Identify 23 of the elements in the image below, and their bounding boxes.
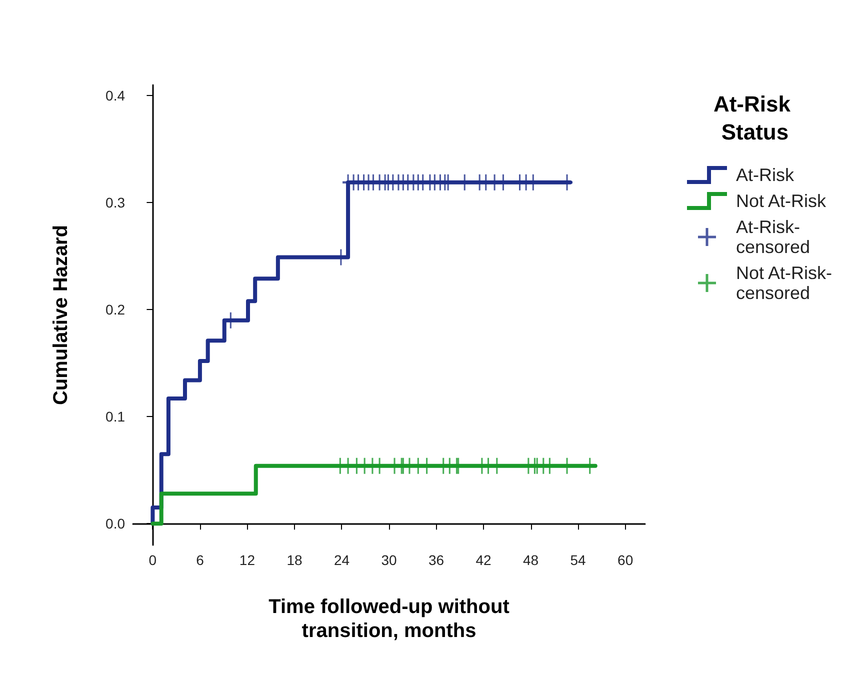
x-tick-label: 18 [286,552,302,568]
y-tick-label: 0.0 [106,516,126,532]
legend-label: At-Risk-censored [736,217,810,257]
y-tick-label: 0.2 [106,302,126,318]
y-tick-label: 0.1 [106,408,126,425]
legend-title: At-Risk Status [713,92,797,144]
y-tick-label: 0.4 [106,88,126,104]
x-tick-label: 0 [148,552,157,568]
legend-label: At-Risk [736,165,795,185]
x-tick-label: 12 [239,552,256,568]
x-tick-label: 54 [570,552,586,568]
x-tick-label: 30 [381,552,397,568]
y-axis-title: Cumulative Hazard [50,224,72,406]
y-tick-label: 0.3 [106,194,126,211]
x-tick-label: 60 [618,552,634,568]
x-tick-label: 6 [196,552,204,568]
x-tick-label: 24 [334,552,350,568]
x-tick-label: 48 [522,552,539,568]
x-tick-label: 42 [476,552,492,568]
legend-label: Not At-Risk-censored [736,263,832,303]
x-axis-title: Time followed-up without transition, months [268,596,510,642]
legend-label: Not At-Risk [736,191,828,211]
x-tick-label: 36 [428,552,444,568]
